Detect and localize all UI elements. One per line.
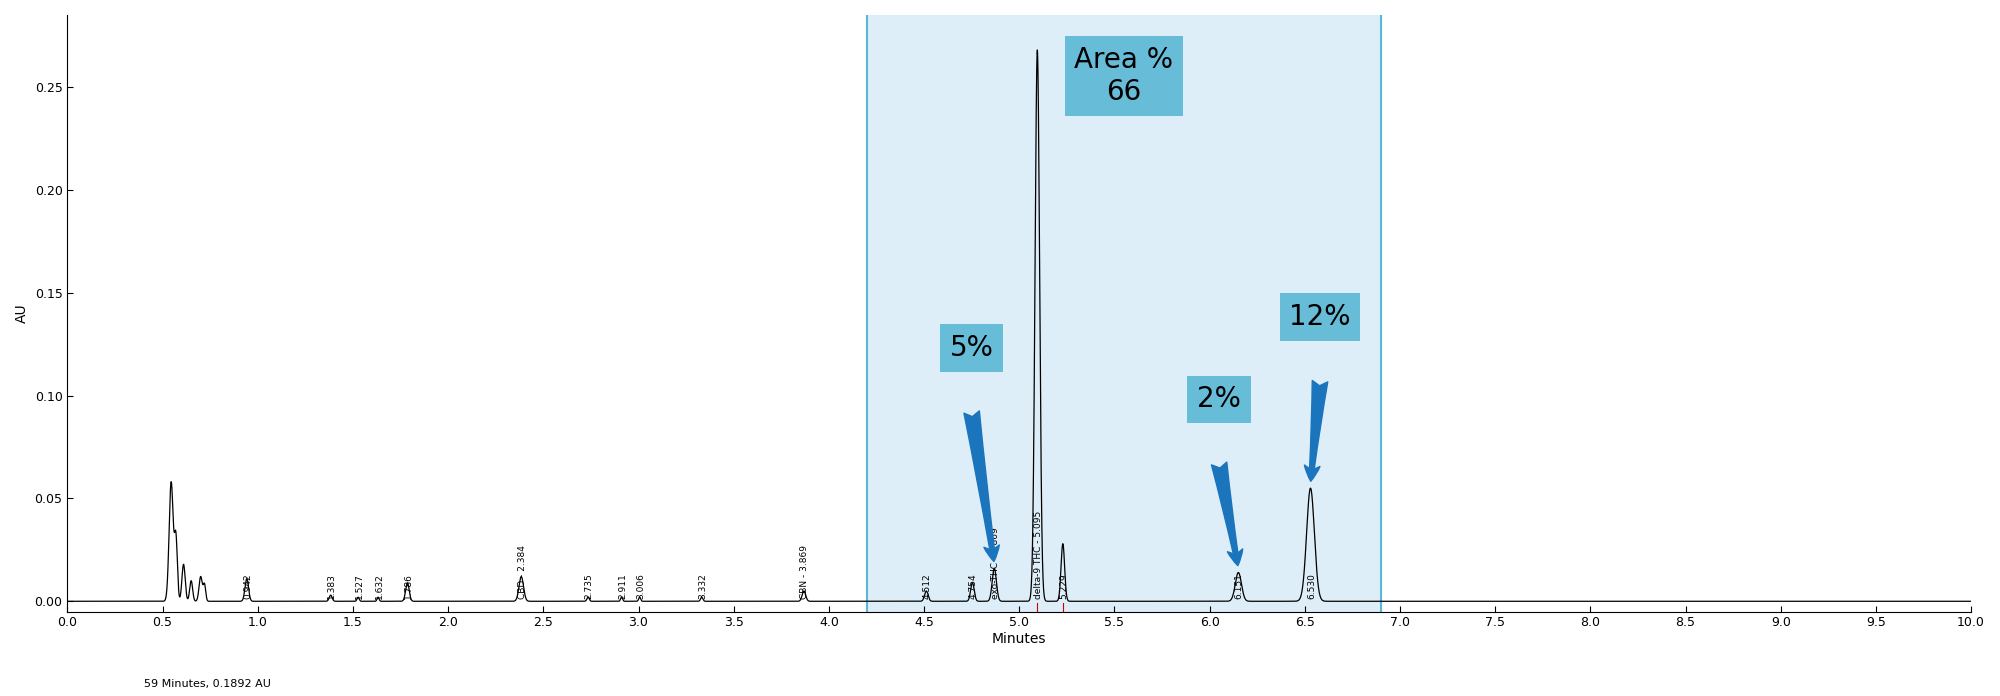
Bar — [866, 0, 1380, 696]
Text: 5%: 5% — [950, 334, 994, 362]
Text: exo-THC - 4.869: exo-THC - 4.869 — [990, 528, 1000, 599]
Text: 5.229: 5.229 — [1060, 574, 1068, 599]
Text: 3.006: 3.006 — [636, 574, 646, 599]
Text: CBD - 2.384: CBD - 2.384 — [518, 546, 526, 599]
Text: 1.632: 1.632 — [374, 574, 384, 599]
Text: 1.527: 1.527 — [354, 574, 364, 599]
Text: 4.512: 4.512 — [922, 574, 932, 599]
Text: 12%: 12% — [1290, 303, 1350, 331]
Text: Area %
66: Area % 66 — [1074, 46, 1174, 106]
Text: 1.786: 1.786 — [404, 574, 412, 599]
Text: 59 Minutes, 0.1892 AU: 59 Minutes, 0.1892 AU — [144, 679, 270, 689]
Text: delta-9 THC - 5.095: delta-9 THC - 5.095 — [1034, 511, 1042, 599]
Text: 6.530: 6.530 — [1306, 574, 1316, 599]
Text: 3.332: 3.332 — [698, 574, 708, 599]
Text: 2%: 2% — [1198, 386, 1242, 413]
Text: CBN - 3.869: CBN - 3.869 — [800, 545, 810, 599]
Text: 2.911: 2.911 — [618, 574, 628, 599]
Text: 4.754: 4.754 — [968, 574, 978, 599]
X-axis label: Minutes: Minutes — [992, 632, 1046, 646]
Text: 1.383: 1.383 — [328, 574, 336, 599]
Text: 6.151: 6.151 — [1234, 574, 1244, 599]
Y-axis label: AU: AU — [14, 303, 28, 323]
Text: 2.735: 2.735 — [584, 574, 594, 599]
Text: 0.942: 0.942 — [244, 574, 252, 599]
